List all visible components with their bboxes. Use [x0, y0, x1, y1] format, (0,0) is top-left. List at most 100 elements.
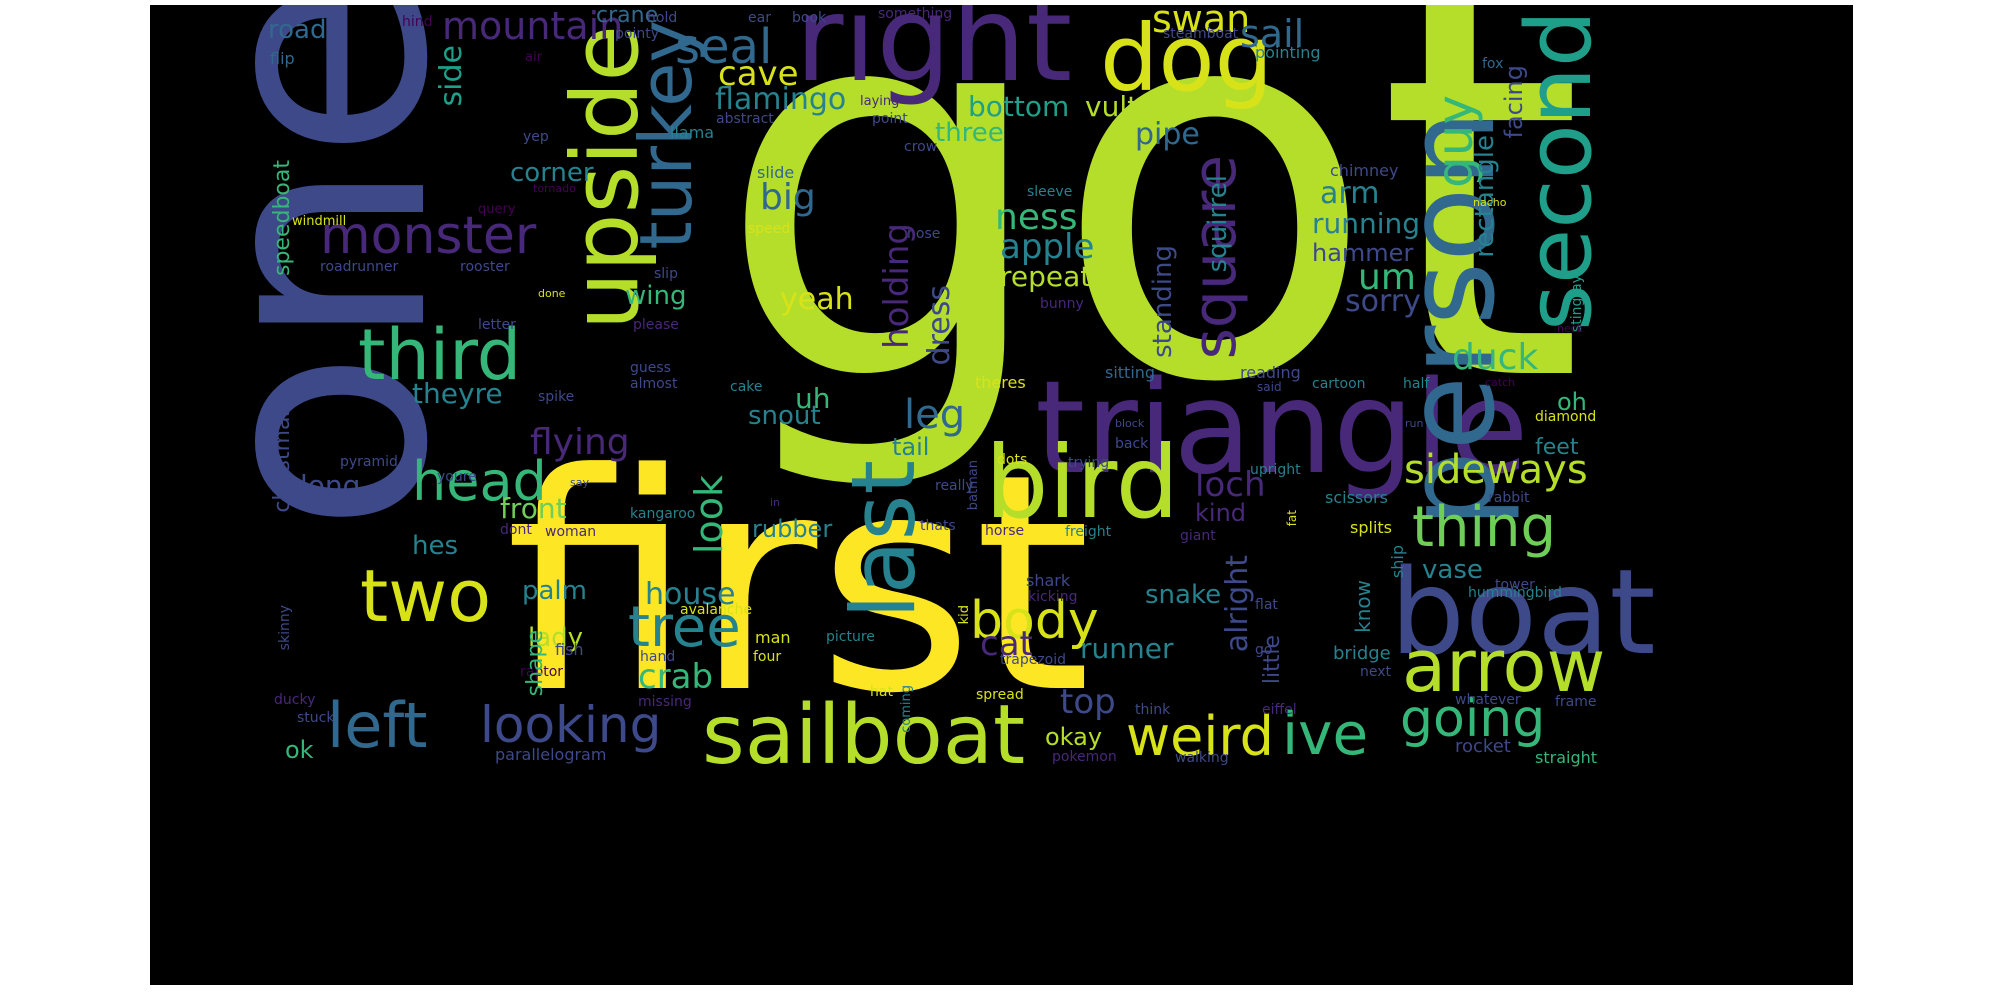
word-cat: cat — [980, 624, 1033, 664]
word-giant: giant — [1180, 528, 1216, 544]
word-whatever: whatever — [1455, 692, 1521, 708]
word-crow: crow — [904, 139, 938, 155]
word-lady: lady — [528, 623, 584, 653]
word-yeah: yeah — [780, 282, 854, 317]
word-duck: duck — [1452, 337, 1539, 378]
word-wing: wing — [625, 281, 687, 311]
word-diamond: diamond — [1535, 409, 1597, 425]
word-sitting: sitting — [1105, 363, 1156, 382]
word-pointing: pointing — [1255, 43, 1321, 62]
word-left: left — [327, 689, 428, 762]
word-two: two — [360, 554, 492, 638]
word-hammer: hammer — [1312, 239, 1414, 267]
word-thats: thats — [920, 518, 956, 534]
word-arm: arm — [1320, 176, 1380, 211]
word-house: house — [645, 577, 736, 612]
word-squirrel: squirrel — [1203, 175, 1233, 273]
word-shark: shark — [1026, 571, 1071, 590]
word-something: something — [878, 6, 953, 22]
word-kangaroo: kangaroo — [630, 506, 696, 522]
word-woman: woman — [545, 524, 597, 540]
word-long: long — [300, 469, 361, 502]
word-uh: uh — [795, 382, 831, 415]
word-going: going — [1400, 689, 1546, 749]
word-next: next — [1360, 664, 1392, 680]
word-pokemon: pokemon — [1052, 749, 1117, 765]
word-flying: flying — [530, 422, 630, 463]
word-four: four — [753, 649, 782, 665]
word-steamboat: steamboat — [1163, 26, 1239, 42]
word-apple: apple — [1000, 227, 1095, 267]
word-scissors: scissors — [1325, 488, 1388, 507]
word-pipe: pipe — [1135, 117, 1200, 152]
word-query: query — [478, 202, 516, 217]
word-snake: snake — [1145, 580, 1222, 610]
word-half: half — [1403, 376, 1430, 392]
word-trying: trying — [1068, 455, 1110, 471]
word-alright: alright — [1220, 555, 1255, 653]
word-arrow: arrow — [1402, 624, 1606, 708]
word-fish: fish — [555, 640, 584, 659]
word-flip: flip — [270, 49, 295, 68]
word-rocket: rocket — [1455, 736, 1511, 757]
word-bridge: bridge — [1333, 643, 1391, 664]
word-flat: flat — [1255, 597, 1278, 613]
word-in: in — [770, 496, 781, 509]
word-please: please — [633, 317, 679, 333]
word-runner: runner — [1080, 632, 1174, 665]
word-air: air — [525, 50, 542, 65]
word-ive: ive — [1282, 700, 1369, 768]
word-avalanche: avalanche — [680, 602, 752, 618]
word-dress: dress — [922, 285, 957, 366]
word-theres: theres — [975, 373, 1026, 392]
word-know: know — [1351, 580, 1375, 633]
word-looking: looking — [480, 696, 662, 754]
word-thing: thing — [1412, 495, 1557, 560]
word-kicking: kicking — [1028, 589, 1078, 605]
word-front: front — [500, 492, 567, 525]
word-said: said — [1257, 380, 1282, 394]
word-go: go — [1255, 642, 1273, 658]
word-cave: cave — [718, 54, 799, 94]
word-spike: spike — [538, 389, 575, 405]
word-seal: seal — [675, 19, 773, 75]
word-running: running — [1312, 207, 1421, 240]
word-slip: slip — [654, 266, 678, 282]
word-hand: hand — [640, 649, 676, 665]
word-sideways: sideways — [1404, 447, 1588, 493]
word-nose: nose — [907, 226, 941, 242]
word-picture: picture — [826, 629, 875, 645]
word-cartoon: cartoon — [1312, 376, 1366, 392]
word-roadrunner: roadrunner — [320, 259, 399, 275]
word-right: right — [795, 5, 1073, 108]
word-nacho: nacho — [1473, 196, 1507, 209]
word-flamingo: flamingo — [715, 82, 847, 117]
word-vulture: vulture — [1085, 90, 1184, 123]
word-speed: speed — [748, 221, 791, 237]
word-sailboat: sailboat — [702, 688, 1026, 783]
word-think: think — [1135, 702, 1171, 718]
word-hes: hes — [412, 531, 459, 561]
word-sail: sail — [1240, 12, 1305, 56]
word-ear: ear — [748, 10, 771, 26]
word-tail: tail — [892, 433, 930, 461]
word-pyramid: pyramid — [340, 454, 398, 470]
word-book: book — [792, 10, 827, 26]
word-oh: oh — [1557, 388, 1587, 416]
word-facing: facing — [1500, 65, 1528, 139]
word-hold: hold — [647, 10, 678, 26]
word-side: side — [434, 45, 469, 107]
word-rubber: rubber — [752, 515, 833, 543]
word-fat: fat — [1285, 510, 1299, 527]
word-pointy: pointy — [615, 26, 659, 42]
word-frame: frame — [1555, 694, 1597, 710]
word-raptor: raptor — [520, 664, 564, 680]
word-missing: missing — [638, 694, 692, 710]
word-ness: ness — [995, 197, 1078, 238]
word-boat: boat — [1390, 543, 1656, 681]
word-triangle: triangle — [1035, 354, 1529, 503]
word-say: say — [570, 476, 589, 489]
word-block: block — [1115, 417, 1145, 430]
word-sorry: sorry — [1345, 284, 1421, 319]
word-ship: ship — [1388, 545, 1407, 579]
